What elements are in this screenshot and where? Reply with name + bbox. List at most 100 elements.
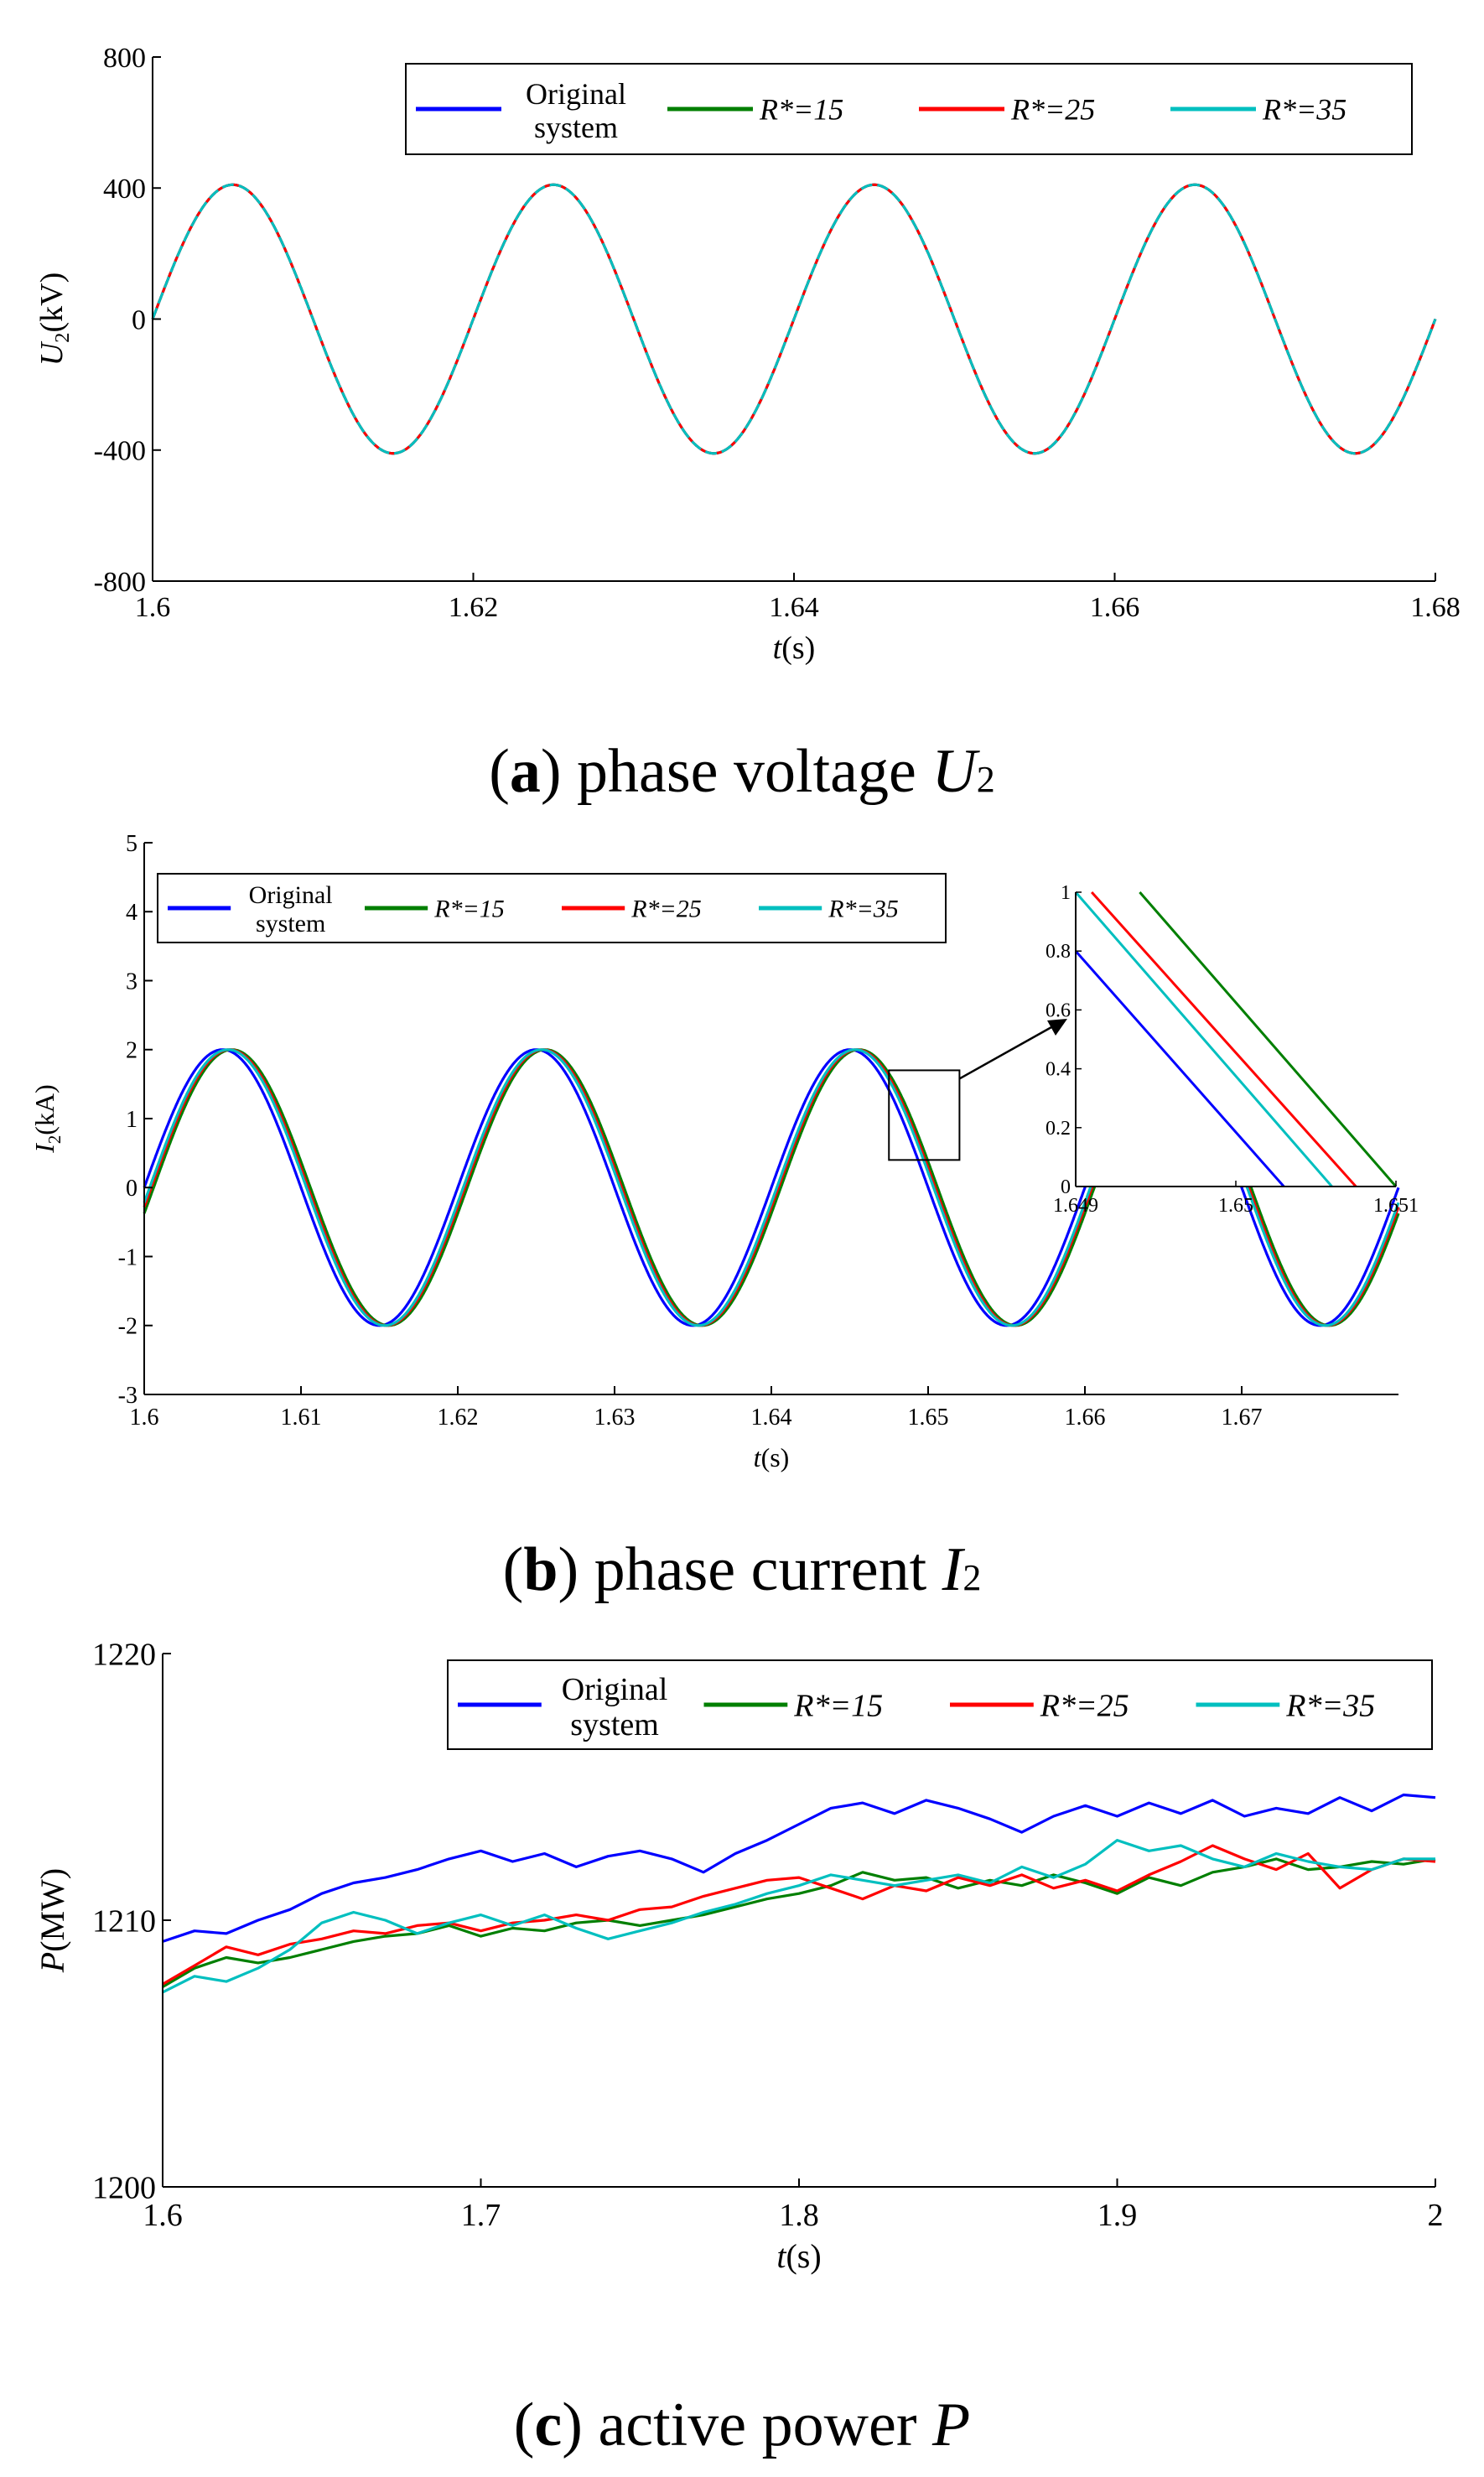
x-tick-label-a-1: 1.62 [449,592,499,623]
x-tick-label-c-3: 1.9 [1097,2198,1138,2233]
x-axis-label-symbol-c: t [776,2237,786,2275]
inset-line-2 [1090,891,1357,1188]
zoom-arrow-head [1047,1019,1067,1036]
y-tick-label-a-3: -400 [94,436,146,467]
inset-line-0 [1074,950,1285,1187]
legend-label-b-0-l1: Original [249,881,333,909]
inset-x-tick-label-1: 1.65 [1218,1195,1253,1217]
legend-label-c-0-l2: system [570,1707,659,1742]
x-tick-label-b-0: 1.6 [130,1405,159,1431]
y-axis-label-b: I2(kA) [29,1084,65,1153]
legend-label-c-1: R*=15 [793,1688,883,1723]
legend-box-a [405,63,1413,155]
x-tick-label-c-1: 1.7 [461,2198,501,2233]
chart-c: 1.6 1.7 1.8 1.9 2 1220 1210 1200 t(s) P(MW) Origin… [0,1610,1484,2390]
inset-x-tick-label-2: 1.651 [1373,1195,1419,1217]
y-tick-label-a-0: 800 [103,43,146,74]
x-tick-label-b-3: 1.63 [594,1405,636,1431]
y-tick-label-b-3: 2 [126,1038,138,1064]
caption-a-text: phase voltage [577,737,916,806]
zoom-box [888,1069,961,1161]
y-tick-label-b-7: -2 [118,1314,138,1340]
y-tick-label-b-4: 1 [126,1107,138,1133]
x-axis-label-unit-a: (s) [781,631,815,666]
chart-c-svg: 1.6 1.7 1.8 1.9 2 1220 1210 1200 t(s) P(MW) Origin… [34,1637,1444,2275]
caption-b-sub: 2 [963,1557,982,1598]
series-c-1 [162,1857,1436,1988]
x-axis-label-symbol-b: t [754,1442,762,1472]
caption-c-letter: c [534,2391,563,2459]
x-tick-label-b-2: 1.62 [438,1405,479,1431]
inset-y-tick-label-4: 0.2 [1046,1118,1071,1140]
y-tick-label-b-2: 3 [126,968,138,994]
y-axis-label-unit-c: (MW) [34,1868,71,1952]
x-tick-label-b-1: 1.61 [281,1405,322,1431]
y-tick-label-b-0: 5 [126,831,138,857]
y-tick-label-b-1: 4 [126,900,138,926]
x-tick-label-a-4: 1.68 [1410,592,1461,623]
y-axis-label-symbol-c: P [34,1952,71,1973]
y-axis-label-c: P(MW) [34,1868,71,1973]
caption-c: (c) active power P [513,2391,971,2459]
x-tick-label-a-2: 1.64 [769,592,819,623]
caption-b-text: phase current [594,1535,927,1604]
y-tick-label-c-1: 1210 [92,1903,156,1939]
x-axis-label-unit-b: (s) [761,1442,790,1472]
y-axis-label-a: U2(kV) [34,273,74,366]
chart-a-svg: 1.6 1.62 1.64 1.66 1.68 800 400 0 -400 -800 t(s) U2… [34,43,1461,666]
x-axis-label-c: t(s) [776,2237,821,2275]
x-tick-label-b-4: 1.64 [751,1405,792,1431]
inset-y-tick-label-3: 0.4 [1046,1059,1071,1081]
legend-label-a-2: R*=25 [1010,93,1095,127]
legend-label-b-2: R*=25 [630,896,702,923]
legend-label-a-0-l2: system [534,111,618,144]
chart-b-svg: 1.6 1.61 1.62 1.63 1.64 1.65 1.66 1.67 5 4 3 2 1 0 -1 -… [29,831,1419,1472]
y-tick-label-a-1: 400 [103,174,146,205]
caption-a-symbol: U [931,737,977,806]
y-tick-label-c-0: 1220 [92,1637,156,1672]
series-c-3 [162,1839,1435,1994]
series-c-0 [162,1793,1436,1943]
x-axis-label-symbol-a: t [773,631,783,666]
y-axis-label-symbol-b: I [29,1143,60,1154]
x-tick-label-a-0: 1.6 [135,592,171,623]
y-tick-label-c-2: 1200 [92,2170,156,2205]
legend-label-a-3: R*=35 [1262,93,1346,127]
y-axis-label-sub-a: 2 [51,332,74,342]
y-tick-label-a-4: -800 [94,567,146,598]
y-axis-label-sub-b: 2 [45,1135,65,1144]
y-axis-label-unit-a: (kV) [34,273,70,333]
y-axis-label-symbol-a: U [34,340,70,366]
y-tick-label-a-2: 0 [132,304,146,335]
x-tick-label-b-6: 1.66 [1065,1405,1106,1431]
inset-line-1 [1139,891,1398,1187]
legend-label-b-3: R*=35 [828,896,899,923]
y-tick-label-b-8: -3 [118,1383,138,1409]
inset-y-tick-label-5: 0 [1061,1176,1071,1198]
x-axis-label-a: t(s) [773,631,816,666]
x-tick-label-a-3: 1.66 [1090,592,1140,623]
x-axis-label-unit-c: (s) [786,2237,821,2275]
y-tick-label-b-5: 0 [126,1176,138,1202]
inset-y-tick-label-2: 0.6 [1046,1000,1071,1021]
caption-a-sub: 2 [976,759,995,800]
series-c-2 [162,1844,1436,1986]
x-axis-label-b: t(s) [754,1442,790,1472]
inset-y-tick-label-0: 1 [1061,882,1071,904]
inset-x-tick-label-0: 1.649 [1053,1195,1098,1217]
y-tick-label-b-6: -1 [118,1244,138,1270]
inset-y-tick-label-1: 0.8 [1046,941,1071,963]
legend-label-c-0-l1: Original [562,1672,668,1707]
x-tick-label-b-5: 1.65 [908,1405,949,1431]
chart-a: 1.6 1.62 1.64 1.66 1.68 800 400 0 -400 -800 t(s) U2… [0,0,1484,738]
chart-b: 1.6 1.61 1.62 1.63 1.64 1.65 1.66 1.67 5 4 3 2 1 0 -1 -… [0,805,1484,1543]
series-a-3 [151,183,1437,455]
caption-b-symbol: I [942,1535,963,1604]
legend-label-a-1: R*=15 [759,93,843,127]
legend-label-a-0-l1: Original [526,77,626,111]
x-tick-label-c-4: 2 [1428,2198,1444,2233]
legend-label-b-0-l2: system [256,910,325,937]
